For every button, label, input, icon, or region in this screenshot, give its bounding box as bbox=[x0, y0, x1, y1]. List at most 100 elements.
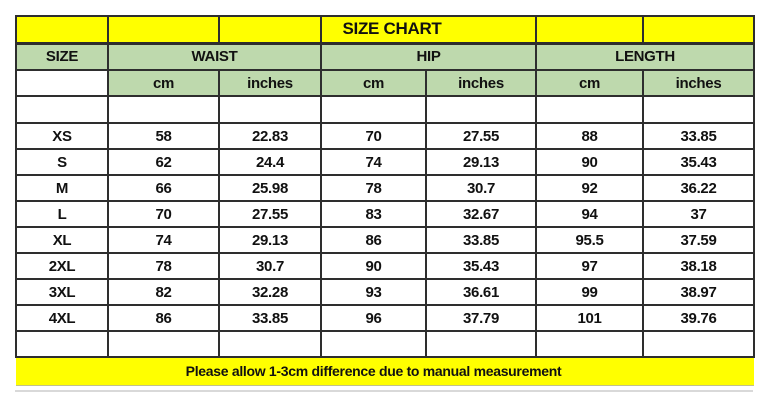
hip-inches-cell: 37.79 bbox=[424, 304, 538, 332]
size-chart: SIZE CHART SIZE WAIST HIP LENGTH cm inch… bbox=[15, 15, 756, 392]
size-cell: 3XL bbox=[15, 278, 109, 306]
empty-cell bbox=[535, 95, 645, 124]
length-inches-cell: 38.97 bbox=[642, 278, 756, 306]
row-3xl: 3XL 82 32.28 93 36.61 99 38.97 bbox=[15, 278, 756, 306]
hip-cm-cell: 78 bbox=[320, 174, 427, 202]
waist-cm-cell: 58 bbox=[107, 122, 220, 150]
length-inches-cell: 39.76 bbox=[642, 304, 756, 332]
size-cell: S bbox=[15, 148, 109, 176]
hip-inches-cell: 35.43 bbox=[424, 252, 538, 280]
length-cm-cell: 90 bbox=[535, 148, 645, 176]
waist-inches-cell: 24.4 bbox=[218, 148, 322, 176]
empty-cell bbox=[320, 95, 427, 124]
header-size: SIZE bbox=[15, 41, 109, 71]
empty-cell bbox=[424, 95, 538, 124]
length-cm-cell: 92 bbox=[535, 174, 645, 202]
waist-inches-cell: 27.55 bbox=[218, 200, 322, 228]
waist-cm-cell: 66 bbox=[107, 174, 220, 202]
length-inches-cell: 38.18 bbox=[642, 252, 756, 280]
hip-cm-cell: 74 bbox=[320, 148, 427, 176]
length-cm-cell: 95.5 bbox=[535, 226, 645, 254]
waist-cm-cell: 82 bbox=[107, 278, 220, 306]
waist-cm-cell: 74 bbox=[107, 226, 220, 254]
waist-inches-cell: 33.85 bbox=[218, 304, 322, 332]
header-hip: HIP bbox=[319, 41, 538, 71]
empty-cell bbox=[218, 330, 322, 358]
waist-inches-cell: 29.13 bbox=[218, 226, 322, 254]
length-inches-cell: 35.43 bbox=[642, 148, 756, 176]
empty-cell bbox=[424, 330, 538, 358]
waist-cm-cell: 86 bbox=[107, 304, 220, 332]
length-cm-cell: 99 bbox=[535, 278, 645, 306]
title-spacer-cell bbox=[642, 15, 756, 44]
size-cell: L bbox=[15, 200, 109, 228]
group-header-row: SIZE WAIST HIP LENGTH bbox=[15, 41, 756, 71]
unit-hip-cm: cm bbox=[320, 69, 427, 97]
waist-cm-cell: 78 bbox=[107, 252, 220, 280]
hip-cm-cell: 93 bbox=[320, 278, 427, 306]
footer-note: Please allow 1-3cm difference due to man… bbox=[16, 357, 644, 386]
empty-cell bbox=[107, 330, 220, 358]
title-spacer-cell bbox=[15, 15, 109, 44]
length-cm-cell: 97 bbox=[535, 252, 645, 280]
unit-header-row: cm inches cm inches cm inches bbox=[15, 69, 756, 97]
unit-blank-cell bbox=[15, 69, 109, 97]
empty-cell bbox=[107, 95, 220, 124]
empty-row bbox=[15, 95, 756, 124]
size-cell: 2XL bbox=[15, 252, 109, 280]
waist-inches-cell: 25.98 bbox=[218, 174, 322, 202]
waist-inches-cell: 32.28 bbox=[218, 278, 322, 306]
unit-hip-inches: inches bbox=[424, 69, 538, 97]
hip-cm-cell: 90 bbox=[320, 252, 427, 280]
hip-cm-cell: 96 bbox=[320, 304, 427, 332]
hip-inches-cell: 33.85 bbox=[424, 226, 538, 254]
row-4xl: 4XL 86 33.85 96 37.79 101 39.76 bbox=[15, 304, 756, 332]
empty-cell bbox=[535, 330, 645, 358]
unit-length-cm: cm bbox=[535, 69, 645, 97]
sheet-gridline bbox=[15, 389, 753, 392]
size-chart-table: SIZE CHART SIZE WAIST HIP LENGTH cm inch… bbox=[15, 15, 756, 386]
hip-cm-cell: 70 bbox=[320, 122, 427, 150]
hip-inches-cell: 29.13 bbox=[424, 148, 538, 176]
footer-spacer-cell bbox=[643, 357, 755, 386]
empty-cell bbox=[642, 95, 756, 124]
hip-inches-cell: 27.55 bbox=[424, 122, 538, 150]
empty-cell bbox=[320, 330, 427, 358]
header-length: LENGTH bbox=[535, 41, 756, 71]
title-spacer-cell bbox=[535, 15, 645, 44]
footer-row: Please allow 1-3cm difference due to man… bbox=[16, 357, 755, 386]
unit-waist-cm: cm bbox=[107, 69, 220, 97]
empty-cell bbox=[218, 95, 322, 124]
hip-inches-cell: 30.7 bbox=[424, 174, 538, 202]
size-cell: 4XL bbox=[15, 304, 109, 332]
empty-cell bbox=[15, 95, 109, 124]
length-inches-cell: 36.22 bbox=[642, 174, 756, 202]
row-xs: XS 58 22.83 70 27.55 88 33.85 bbox=[15, 122, 756, 150]
size-cell: XS bbox=[15, 122, 109, 150]
length-inches-cell: 37.59 bbox=[642, 226, 756, 254]
hip-cm-cell: 86 bbox=[320, 226, 427, 254]
length-cm-cell: 94 bbox=[535, 200, 645, 228]
waist-cm-cell: 62 bbox=[107, 148, 220, 176]
row-l: L 70 27.55 83 32.67 94 37 bbox=[15, 200, 756, 228]
waist-cm-cell: 70 bbox=[107, 200, 220, 228]
length-inches-cell: 37 bbox=[642, 200, 756, 228]
waist-inches-cell: 22.83 bbox=[218, 122, 322, 150]
empty-row bbox=[15, 330, 756, 358]
row-m: M 66 25.98 78 30.7 92 36.22 bbox=[15, 174, 756, 202]
title-spacer-cell bbox=[218, 15, 322, 44]
hip-cm-cell: 83 bbox=[320, 200, 427, 228]
unit-length-inches: inches bbox=[642, 69, 756, 97]
size-cell: M bbox=[15, 174, 109, 202]
row-s: S 62 24.4 74 29.13 90 35.43 bbox=[15, 148, 756, 176]
hip-inches-cell: 36.61 bbox=[424, 278, 538, 306]
waist-inches-cell: 30.7 bbox=[218, 252, 322, 280]
size-cell: XL bbox=[15, 226, 109, 254]
title-row: SIZE CHART bbox=[15, 15, 756, 44]
length-cm-cell: 88 bbox=[535, 122, 645, 150]
empty-cell bbox=[642, 330, 756, 358]
page-title: SIZE CHART bbox=[319, 15, 538, 44]
hip-inches-cell: 32.67 bbox=[424, 200, 538, 228]
empty-cell bbox=[15, 330, 109, 358]
